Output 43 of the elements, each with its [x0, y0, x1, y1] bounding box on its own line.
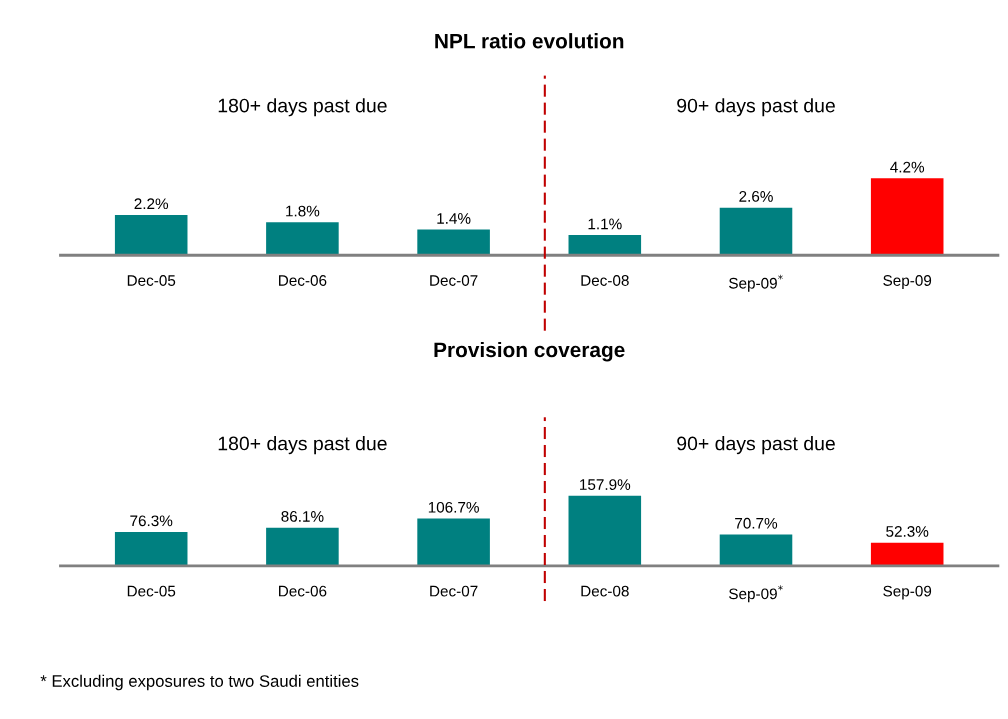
- x-tick-label: Sep-09: [883, 275, 932, 289]
- text: 180+ days past due: [218, 98, 387, 117]
- data-label: 70.7%: [735, 517, 778, 529]
- x-tick-label: Dec-08: [581, 585, 629, 597]
- x-tick-label: Dec-06: [279, 275, 327, 286]
- text: * Excluding exposures to two Saudi entities: [40, 674, 359, 691]
- bar: [417, 229, 490, 256]
- bar: [870, 178, 944, 256]
- bar: [266, 222, 339, 256]
- bar: [417, 518, 490, 566]
- data-label: 1.8%: [286, 205, 320, 217]
- text: 180+ days past due: [218, 436, 387, 455]
- x-tick-label: Dec-08: [581, 275, 629, 286]
- text: 90+ days past due: [677, 436, 835, 455]
- data-label: 52.3%: [886, 526, 929, 537]
- x-tick-label: Sep-09$^{*}$: [729, 585, 783, 603]
- x-tick-label: Dec-07: [430, 585, 478, 597]
- bar: [266, 527, 339, 566]
- bar: [719, 207, 793, 256]
- data-label: 2.6%: [739, 191, 773, 202]
- x-tick-label: Sep-09$^{*}$: [729, 274, 783, 292]
- data-label: 1.4%: [437, 213, 471, 224]
- data-label: 2.2%: [134, 198, 169, 210]
- data-label: 76.3%: [130, 515, 173, 527]
- bar: [870, 542, 944, 566]
- data-label: 4.2%: [890, 161, 925, 173]
- chart-title: Provision coverage: [434, 341, 625, 362]
- x-tick-label: Sep-09: [883, 585, 932, 600]
- x-tick-label: Dec-05: [127, 275, 176, 286]
- data-label: 157.9%: [580, 479, 631, 490]
- x-tick-label: Dec-07: [430, 275, 478, 286]
- bar: [719, 534, 793, 566]
- bar: [114, 214, 188, 256]
- bar: [568, 495, 642, 566]
- x-tick-label: Dec-05: [127, 585, 176, 597]
- bar: [568, 235, 642, 256]
- data-label: 106.7%: [428, 501, 479, 513]
- data-label: 86.1%: [281, 511, 324, 522]
- bar: [114, 532, 188, 566]
- chart-title: NPL ratio evolution: [435, 33, 624, 49]
- text: 90+ days past due: [677, 98, 835, 117]
- x-tick-label: Dec-06: [279, 585, 327, 597]
- data-label: 1.1%: [588, 218, 622, 230]
